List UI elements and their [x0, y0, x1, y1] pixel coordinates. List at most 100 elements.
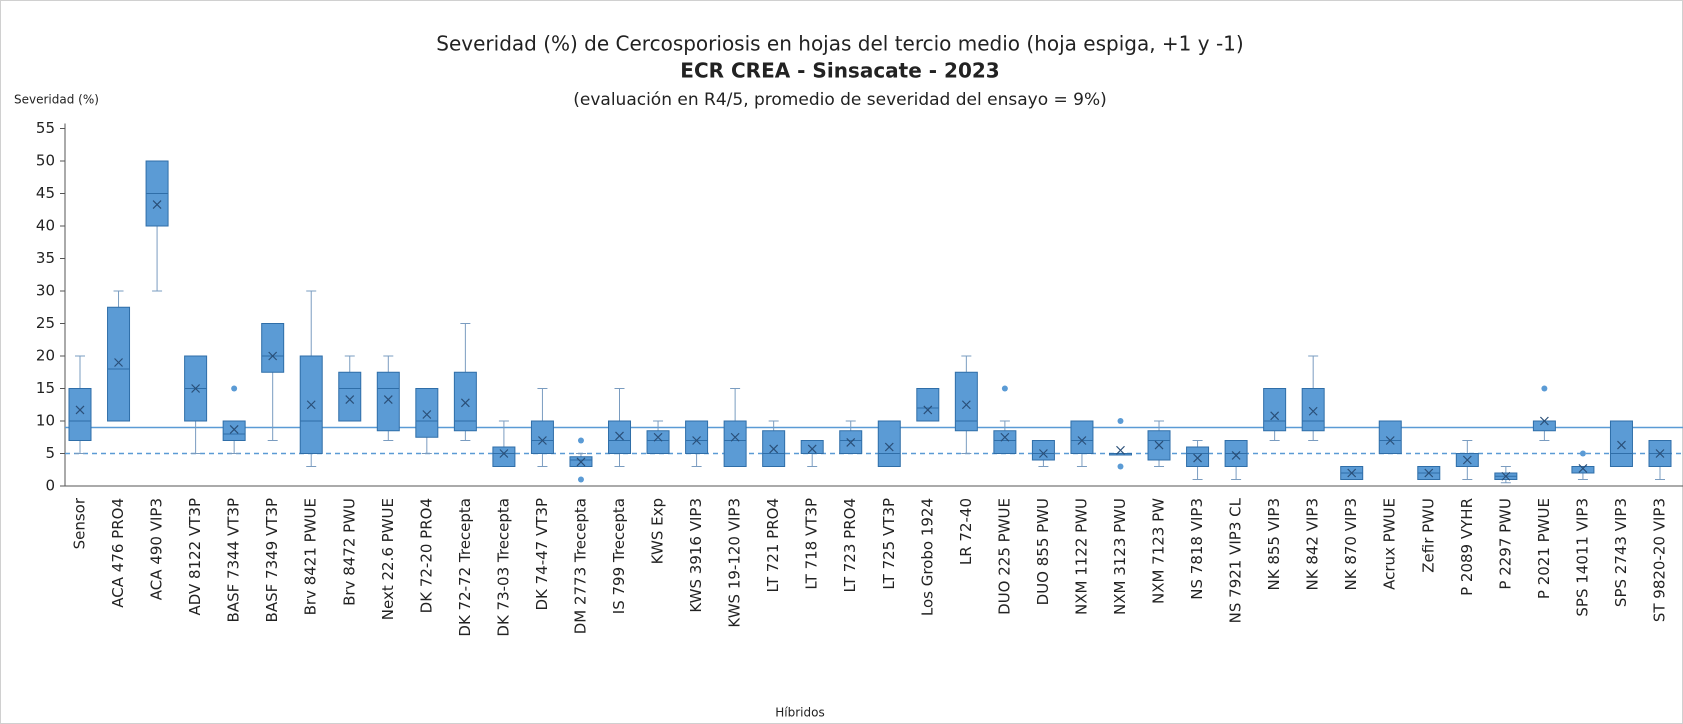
box	[415, 388, 439, 438]
mean-marker	[884, 442, 894, 452]
box	[1263, 388, 1287, 432]
box	[530, 420, 554, 454]
mean-marker	[1539, 416, 1549, 426]
outlier	[1541, 385, 1548, 392]
outlier	[577, 476, 584, 483]
x-tick-label: DK 72-72 Trecepta	[456, 498, 474, 637]
x-tick-label: SPS 14011 VIP3	[1573, 498, 1591, 617]
mean-marker	[345, 395, 355, 404]
mean-marker	[114, 358, 123, 367]
mean-marker	[1270, 411, 1280, 421]
mean-marker	[499, 449, 509, 458]
box	[800, 440, 824, 454]
mean-marker	[538, 436, 547, 445]
mean-marker	[769, 444, 779, 454]
mean-marker	[1308, 406, 1318, 416]
y-tick-label: 15	[36, 379, 55, 397]
mean-marker	[653, 432, 663, 442]
box	[646, 430, 670, 454]
x-tick-label: BASF 7349 VT3P	[263, 498, 281, 622]
x-tick-label: DK 74-47 VT3P	[533, 498, 551, 611]
x-tick-label: NK 870 VIP3	[1342, 498, 1360, 591]
box	[1571, 466, 1595, 474]
x-tick-label: NS 7921 VIP3 CL	[1227, 497, 1245, 623]
y-tick-label: 10	[36, 412, 55, 430]
x-tick-label: Brv 8472 PWU	[340, 498, 358, 606]
mean-marker	[1424, 468, 1434, 478]
x-tick-label: SPS 2743 VIP3	[1612, 498, 1630, 607]
box	[1532, 420, 1556, 432]
x-tick-label: NS 7818 VIP3	[1188, 498, 1206, 600]
outlier	[1001, 385, 1008, 392]
box	[107, 306, 131, 422]
x-tick-label: IS 799 Trecepta	[610, 498, 628, 614]
box	[453, 371, 477, 432]
chart-note: (evaluación en R4/5, promedio de severid…	[573, 90, 1107, 110]
box	[1301, 388, 1325, 432]
x-tick-label: LT 723 PRO4	[841, 498, 859, 592]
mean-marker	[1116, 445, 1125, 455]
y-tick-label: 50	[36, 152, 55, 170]
x-tick-label: NXM 1122 PWU	[1072, 498, 1090, 615]
mean-marker	[692, 436, 702, 445]
x-tick-label: Zefir PWU	[1419, 498, 1437, 573]
x-tick-label: NXM 3123 PWU	[1111, 498, 1129, 615]
mean-marker	[807, 444, 817, 454]
mean-marker	[1077, 436, 1087, 445]
box	[492, 446, 516, 467]
box	[1186, 446, 1210, 467]
x-tick-label: Brv 8421 PWUE	[302, 498, 320, 615]
x-tick-label: LT 721 PRO4	[764, 498, 782, 592]
x-tick-label: NXM 7123 PW	[1150, 498, 1168, 604]
mean-marker	[615, 431, 624, 441]
x-tick-label: P 2297 PWU	[1496, 498, 1514, 590]
mean-marker	[1617, 440, 1626, 450]
x-tick-label: DUO 225 PWUE	[995, 498, 1013, 615]
mean-marker	[152, 200, 162, 209]
mean-marker	[1154, 440, 1164, 450]
mean-marker	[961, 400, 971, 410]
x-tick-label: KWS 19-120 VIP3	[726, 498, 744, 628]
x-tick-label: P 2021 PWUE	[1535, 498, 1553, 599]
box	[376, 371, 400, 432]
x-tick-label: P 2089 VYHR	[1458, 498, 1476, 596]
x-tick-label: ACA 476 PRO4	[109, 498, 127, 608]
x-tick-label: ST 9820-20 VIP3	[1651, 498, 1669, 622]
box	[261, 323, 285, 373]
box	[993, 430, 1017, 454]
y-tick-label: 25	[36, 314, 55, 332]
x-tick-label: BASF 7344 VT3P	[225, 498, 243, 622]
x-tick-label: LT 718 VT3P	[803, 498, 821, 590]
x-tick-label: DM 2773 Trecepta	[571, 498, 589, 634]
box	[1378, 420, 1402, 454]
box	[1609, 420, 1633, 467]
mean-marker	[1000, 432, 1010, 442]
mean-marker	[1385, 436, 1395, 445]
mean-marker	[846, 438, 856, 447]
y-tick-label: 40	[36, 217, 55, 235]
x-tick-label: NK 855 VIP3	[1265, 498, 1283, 591]
y-tick-label: 45	[36, 184, 55, 202]
mean-marker	[306, 400, 316, 410]
mean-marker	[1501, 471, 1511, 481]
mean-marker	[383, 395, 393, 404]
mean-marker	[1347, 468, 1357, 478]
box	[1031, 440, 1055, 461]
mean-marker	[730, 432, 740, 442]
box	[916, 388, 940, 422]
y-tick-label: 20	[36, 347, 55, 365]
x-tick-label: LT 725 VT3P	[880, 498, 898, 590]
y-tick-label: 30	[36, 282, 55, 300]
y-tick-label: 5	[45, 444, 55, 462]
mean-marker	[191, 384, 201, 393]
mean-marker	[1231, 451, 1241, 460]
box	[608, 420, 632, 454]
x-tick-label: DK 73-03 Trecepta	[494, 498, 512, 637]
chart-title: Severidad (%) de Cercosporiosis en hojas…	[436, 32, 1243, 56]
mean-marker	[1193, 453, 1202, 463]
mean-marker	[576, 457, 586, 467]
chart-subtitle: ECR CREA - Sinsacate - 2023	[680, 59, 999, 83]
x-tick-label: NK 842 VIP3	[1304, 498, 1322, 591]
mean-marker	[1578, 464, 1588, 473]
